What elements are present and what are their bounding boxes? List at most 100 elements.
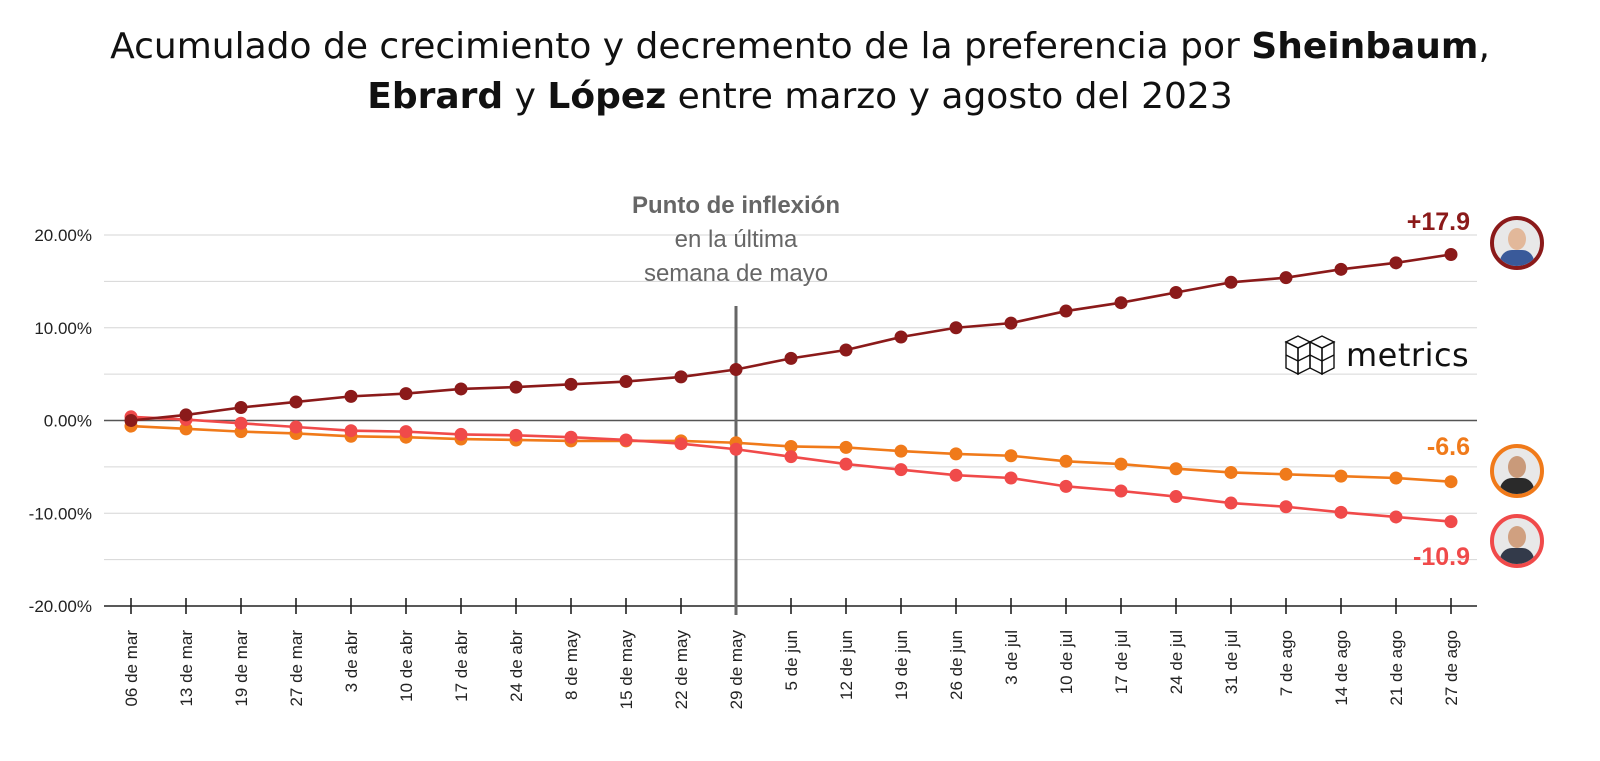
x-tick-label: 19 de mar	[232, 630, 251, 707]
x-tick-label: 21 de ago	[1387, 630, 1406, 706]
avatar-face	[1508, 228, 1526, 250]
title-name-ebrard: Ebrard	[367, 76, 504, 117]
y-tick-label: 0.00%	[44, 412, 92, 431]
data-point-sheinbaum	[124, 414, 138, 427]
data-point-sheinbaum	[1224, 275, 1238, 289]
data-point-lopez	[1334, 469, 1348, 483]
data-point-sheinbaum	[839, 343, 853, 357]
data-point-lopez	[1224, 465, 1238, 479]
data-point-sheinbaum	[289, 395, 303, 409]
avatar-face	[1508, 526, 1526, 548]
x-tick-label: 24 de abr	[507, 630, 526, 702]
y-axis: 20.00% 10.00% 0.00% -10.00% -20.00%	[29, 226, 92, 616]
data-point-ebrard	[894, 463, 908, 477]
x-tick-label: 10 de abr	[397, 630, 416, 702]
data-point-sheinbaum	[674, 370, 688, 384]
x-tick-label: 06 de mar	[122, 630, 141, 707]
y-tick-label: 20.00%	[34, 226, 92, 245]
data-point-ebrard	[949, 468, 963, 482]
end-labels: +17.9 -6.6 -10.9	[1407, 208, 1470, 571]
data-point-lopez	[1444, 475, 1458, 489]
data-point-lopez	[1169, 462, 1183, 476]
avatar-ebrard	[1490, 514, 1544, 568]
data-point-ebrard	[1444, 515, 1458, 529]
data-point-ebrard	[1334, 505, 1348, 519]
end-label-ebrard: -10.9	[1413, 543, 1470, 571]
data-point-ebrard	[1169, 490, 1183, 504]
data-point-sheinbaum	[619, 375, 633, 389]
x-tick-label: 17 de jul	[1112, 630, 1131, 694]
data-point-ebrard	[619, 433, 633, 447]
x-tick-label: 17 de abr	[452, 630, 471, 702]
avatar-body	[1500, 250, 1534, 266]
avatar-face	[1508, 456, 1526, 478]
data-point-sheinbaum	[1334, 262, 1348, 276]
data-point-ebrard	[1389, 510, 1403, 524]
x-tick-label: 5 de jun	[782, 630, 801, 691]
data-point-sheinbaum	[399, 387, 413, 401]
data-point-lopez	[1114, 457, 1128, 471]
x-tick-label: 27 de mar	[287, 630, 306, 707]
data-point-sheinbaum	[1059, 304, 1073, 318]
title-text-1: Acumulado de crecimiento y decremento de…	[110, 26, 1252, 67]
data-point-sheinbaum	[1004, 316, 1018, 330]
cube-logo-icon	[1284, 335, 1336, 376]
data-point-sheinbaum	[234, 401, 248, 415]
data-point-lopez	[839, 440, 853, 454]
data-point-sheinbaum	[1114, 296, 1128, 310]
data-point-ebrard	[399, 425, 413, 439]
data-point-ebrard	[1059, 479, 1073, 493]
x-tick-label: 26 de jun	[947, 630, 966, 700]
series-line-ebrard	[130, 415, 1452, 523]
data-point-lopez	[1059, 454, 1073, 468]
x-tick-label: 13 de mar	[177, 630, 196, 707]
data-point-sheinbaum	[1389, 256, 1403, 270]
annotation-title: Punto de inflexión	[632, 192, 840, 219]
data-point-ebrard	[1224, 496, 1238, 510]
annotation-line-2: en la última	[675, 226, 798, 253]
title-name-lopez: López	[547, 76, 667, 117]
logo-text: metrics	[1346, 336, 1470, 374]
series-sheinbaum	[124, 247, 1458, 427]
data-point-lopez	[1389, 471, 1403, 485]
data-point-sheinbaum	[729, 362, 743, 376]
data-point-lopez	[1279, 467, 1293, 481]
x-tick-label: 31 de jul	[1222, 630, 1241, 694]
data-point-ebrard	[1114, 484, 1128, 498]
avatar-lopez	[1490, 444, 1544, 498]
end-label-sheinbaum: +17.9	[1407, 208, 1470, 236]
y-tick-label: -10.00%	[29, 504, 92, 523]
avatar-sheinbaum	[1490, 216, 1544, 270]
data-point-sheinbaum	[1444, 247, 1458, 261]
data-point-sheinbaum	[1169, 286, 1183, 300]
data-point-ebrard	[344, 424, 358, 438]
x-tick-label: 29 de may	[727, 630, 746, 710]
data-point-lopez	[894, 444, 908, 458]
avatar-body	[1500, 548, 1534, 564]
x-tick-label: 22 de may	[672, 630, 691, 710]
data-point-ebrard	[784, 450, 798, 464]
title-text-3: y	[503, 76, 548, 117]
x-tick-label: 15 de may	[617, 630, 636, 710]
y-tick-label: 10.00%	[34, 319, 92, 338]
data-point-sheinbaum	[949, 321, 963, 335]
data-point-lopez	[179, 422, 193, 436]
data-point-sheinbaum	[454, 382, 468, 396]
x-tick-label: 27 de ago	[1442, 630, 1461, 706]
x-tick-label: 19 de jun	[892, 630, 911, 700]
data-point-sheinbaum	[1279, 271, 1293, 285]
x-tick-label: 24 de jul	[1167, 630, 1186, 694]
y-tick-label: -20.00%	[29, 597, 92, 616]
x-tick-label: 12 de jun	[837, 630, 856, 700]
data-point-sheinbaum	[344, 389, 358, 403]
data-point-sheinbaum	[179, 408, 193, 422]
data-point-ebrard	[1279, 500, 1293, 514]
data-point-ebrard	[1004, 471, 1018, 485]
x-tick-label: 3 de abr	[342, 630, 361, 693]
x-tick-label: 14 de ago	[1332, 630, 1351, 706]
data-point-sheinbaum	[564, 377, 578, 391]
data-point-sheinbaum	[509, 380, 523, 394]
avatar-body	[1500, 478, 1534, 494]
gridlines	[104, 234, 1477, 607]
